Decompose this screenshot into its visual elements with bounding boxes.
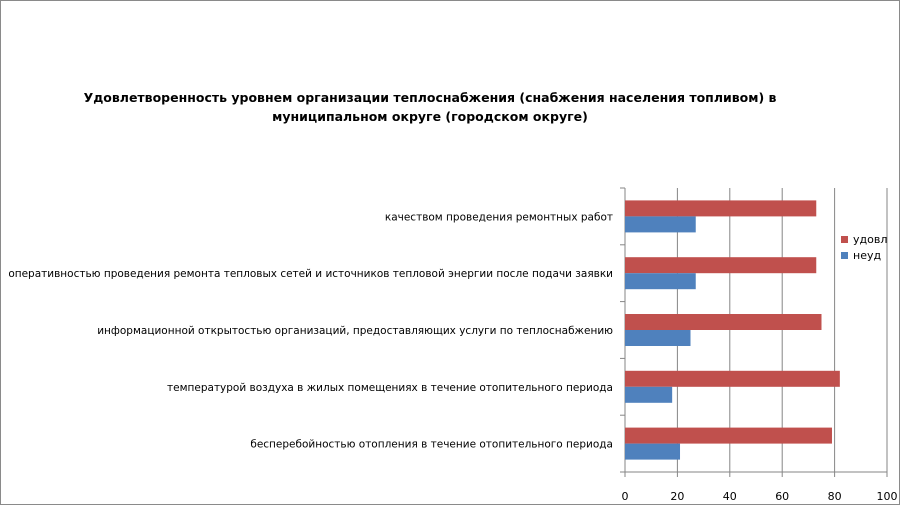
- legend-label: удовл: [853, 233, 887, 246]
- bar-neud: [625, 216, 696, 233]
- category-label: информационной открытостью организаций, …: [97, 325, 613, 337]
- bar-neud: [625, 443, 681, 460]
- bar-neud: [625, 330, 691, 346]
- bar-udovl: [625, 314, 822, 330]
- x-tick-label: 100: [877, 490, 898, 503]
- category-label: оперативностью проведения ремонта теплов…: [8, 268, 613, 280]
- bar-udovl: [625, 257, 817, 274]
- bar-udovl: [625, 427, 832, 444]
- legend-swatch: [841, 236, 848, 243]
- category-label: качеством проведения ремонтных работ: [385, 211, 613, 223]
- chart-title: Удовлетворенность уровнем организации те…: [83, 90, 777, 124]
- bar-neud: [625, 386, 673, 403]
- legend-swatch: [841, 252, 848, 259]
- x-tick-label: 80: [828, 490, 842, 503]
- x-tick-label: 20: [670, 490, 684, 503]
- category-label: бесперебойностью отопления в течение ото…: [250, 439, 613, 451]
- bar-udovl: [625, 200, 817, 217]
- x-tick-label: 60: [775, 490, 789, 503]
- bar-neud: [625, 273, 696, 290]
- x-tick-label: 0: [622, 490, 629, 503]
- x-tick-label: 40: [723, 490, 737, 503]
- legend-label: неуд: [853, 249, 881, 262]
- category-label: температурой воздуха в жилых помещениях …: [167, 382, 613, 394]
- bar-udovl: [625, 370, 840, 387]
